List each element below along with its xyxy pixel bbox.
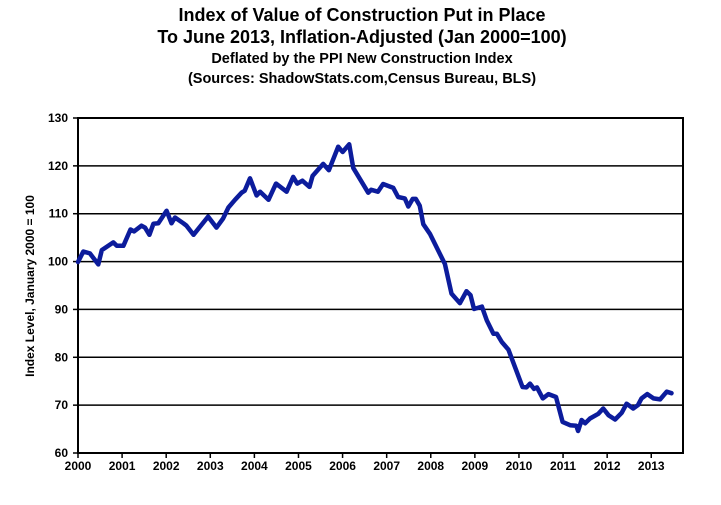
y-axis-label: Index Level, January 2000 = 100 bbox=[23, 195, 37, 377]
y-tick-label: 60 bbox=[55, 446, 69, 460]
y-tick-label: 80 bbox=[55, 350, 69, 364]
chart-title-line-2: To June 2013, Inflation-Adjusted (Jan 20… bbox=[157, 27, 566, 47]
x-tick-label: 2008 bbox=[417, 459, 444, 473]
series-group bbox=[75, 142, 674, 434]
x-tick-labels: 2000 2001 2002 2003 2004 2005 2006 2007 2008 2009… bbox=[65, 459, 665, 473]
x-tick-label: 2013 bbox=[638, 459, 665, 473]
y-tick-label: 100 bbox=[48, 255, 68, 269]
gridlines bbox=[73, 117, 683, 458]
chart-subtitle-line-2: (Sources: ShadowStats.com,Census Bureau,… bbox=[188, 71, 536, 87]
y-tick-labels: 60 70 80 90 100 110 120 130 bbox=[48, 111, 68, 460]
x-tick-label: 2007 bbox=[373, 459, 400, 473]
x-tick-label: 2002 bbox=[153, 459, 180, 473]
x-tick-label: 2003 bbox=[197, 459, 224, 473]
y-tick-label: 110 bbox=[49, 207, 69, 221]
x-tick-label: 2012 bbox=[594, 459, 621, 473]
chart-subtitle-line-1: Deflated by the PPI New Construction Ind… bbox=[211, 51, 512, 67]
y-tick-label: 70 bbox=[55, 398, 69, 412]
plot-frame bbox=[77, 117, 684, 454]
series-line bbox=[75, 142, 674, 434]
x-tick-label: 2000 bbox=[65, 459, 92, 473]
x-tick-label: 2004 bbox=[241, 459, 268, 473]
x-tick-label: 2001 bbox=[109, 459, 136, 473]
chart-title-line-1: Index of Value of Construction Put in Pl… bbox=[178, 5, 545, 25]
y-tick-label: 90 bbox=[55, 302, 69, 316]
x-tick-label: 2006 bbox=[329, 459, 356, 473]
x-tick-label: 2010 bbox=[506, 459, 533, 473]
x-tick-label: 2005 bbox=[285, 459, 312, 473]
y-tick-label: 130 bbox=[48, 111, 68, 125]
x-tick-label: 2011 bbox=[550, 459, 576, 473]
y-tick-label: 120 bbox=[48, 159, 68, 173]
x-tick-label: 2009 bbox=[462, 459, 489, 473]
